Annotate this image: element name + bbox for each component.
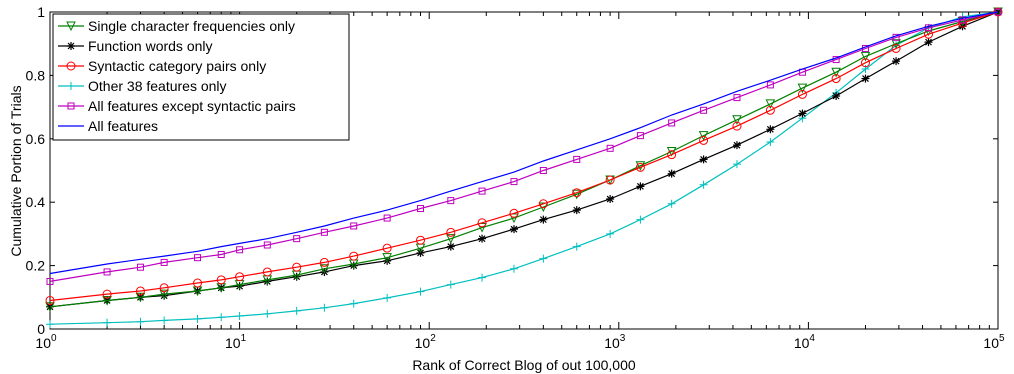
legend-label: Single character frequencies only bbox=[88, 18, 295, 34]
data-point bbox=[700, 155, 708, 163]
data-point bbox=[861, 75, 869, 83]
data-point bbox=[606, 195, 614, 203]
y-axis-label: Cumulative Portion of Trials bbox=[8, 85, 24, 256]
legend-label: All features except syntactic pairs bbox=[88, 98, 296, 114]
x-tick-label: 103 bbox=[604, 333, 626, 351]
x-axis-label: Rank of Correct Blog of out 100,000 bbox=[412, 357, 636, 373]
legend: Single character frequencies only Functio… bbox=[53, 14, 349, 140]
legend-label: Syntactic category pairs only bbox=[88, 58, 266, 74]
data-point bbox=[636, 182, 644, 190]
data-point bbox=[447, 243, 455, 251]
data-point bbox=[67, 42, 75, 50]
data-point bbox=[798, 109, 806, 117]
data-point bbox=[925, 38, 933, 46]
data-point bbox=[539, 216, 547, 224]
data-point bbox=[733, 141, 741, 149]
data-point bbox=[832, 92, 840, 100]
data-point bbox=[668, 170, 676, 178]
data-point bbox=[892, 57, 900, 65]
x-tick-label: 100 bbox=[35, 333, 57, 351]
y-tick-label: 1 bbox=[37, 4, 45, 20]
legend-label: All features bbox=[88, 118, 158, 134]
data-point bbox=[573, 206, 581, 214]
y-tick-label: 0.6 bbox=[26, 131, 46, 147]
data-point bbox=[766, 125, 774, 133]
x-tick-label: 102 bbox=[415, 333, 437, 351]
data-point bbox=[510, 225, 518, 233]
legend-label: Function words only bbox=[88, 38, 213, 54]
x-tick-label: 105 bbox=[983, 333, 1005, 351]
x-tick-label: 101 bbox=[225, 333, 247, 351]
y-tick-label: 0.2 bbox=[26, 258, 46, 274]
x-tick-label: 104 bbox=[794, 333, 816, 351]
legend-label: Other 38 features only bbox=[88, 78, 227, 94]
data-point bbox=[478, 235, 486, 243]
y-tick-label: 0.4 bbox=[26, 194, 46, 210]
y-tick-label: 0.8 bbox=[26, 67, 46, 83]
